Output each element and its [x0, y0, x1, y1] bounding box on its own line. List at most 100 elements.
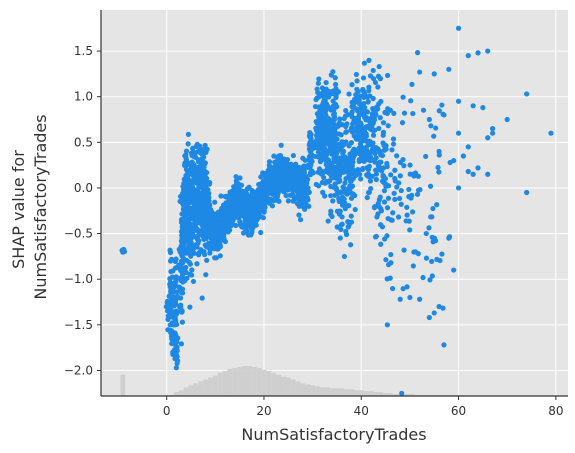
scatter-point [231, 199, 237, 206]
scatter-point [315, 80, 321, 86]
scatter-point [460, 153, 467, 159]
scatter-point [301, 163, 307, 169]
scatter-point [329, 166, 336, 172]
scatter-point [406, 186, 412, 193]
histogram-bar [222, 370, 228, 396]
scatter-point [198, 172, 204, 179]
scatter-point [377, 115, 383, 121]
scatter-point [426, 314, 432, 321]
scatter-point [172, 322, 178, 328]
scatter-point [377, 194, 383, 200]
scatter-point [333, 186, 340, 193]
scatter-point [485, 171, 491, 177]
histogram-layer [120, 366, 464, 396]
scatter-point [340, 184, 346, 190]
scatter-point [313, 125, 319, 131]
scatter-point [330, 112, 337, 118]
scatter-point [423, 255, 430, 261]
scatter-point [344, 190, 350, 196]
scatter-point [368, 157, 374, 163]
scatter-point [381, 199, 388, 205]
scatter-point [325, 218, 331, 224]
scatter-point [206, 190, 212, 196]
scatter-point [199, 164, 205, 170]
scatter-point [369, 173, 375, 179]
scatter-point [398, 201, 404, 207]
scatter-point [436, 108, 442, 114]
scatter-point [267, 198, 273, 204]
scatter-point [212, 199, 218, 205]
scatter-point [285, 198, 292, 204]
scatter-point [373, 155, 379, 161]
scatter-point [177, 284, 183, 291]
scatter-point [291, 186, 297, 192]
scatter-point [350, 154, 357, 160]
scatter-point [357, 146, 363, 152]
scatter-point [441, 342, 447, 348]
scatter-point [377, 150, 383, 156]
scatter-point [404, 204, 410, 210]
scatter-point [329, 161, 335, 167]
scatter-point [504, 116, 510, 123]
scatter-point [196, 212, 202, 218]
scatter-point [382, 236, 388, 242]
scatter-point [357, 171, 363, 177]
histogram-bar [237, 366, 243, 396]
scatter-point [435, 164, 441, 171]
scatter-point [355, 166, 361, 173]
scatter-point [380, 129, 387, 135]
scatter-point [399, 120, 406, 126]
scatter-point [349, 82, 355, 88]
scatter-point [172, 298, 179, 304]
scatter-point [431, 235, 438, 241]
scatter-point [179, 319, 185, 325]
scatter-point [350, 148, 356, 154]
scatter-point [337, 116, 343, 122]
scatter-point [233, 222, 239, 229]
histogram-bar [405, 394, 415, 396]
scatter-point [345, 224, 351, 230]
scatter-point [203, 236, 209, 242]
y-axis-label-line1: SHAP value for [9, 150, 28, 269]
histogram-bar [383, 393, 389, 396]
histogram-bar [373, 392, 379, 396]
scatter-point [224, 222, 230, 228]
scatter-point [524, 91, 530, 97]
scatter-point [381, 142, 388, 148]
scatter-point [388, 172, 394, 178]
scatter-point [183, 269, 189, 276]
scatter-point [173, 365, 179, 371]
scatter-point [361, 158, 367, 164]
histogram-bar [339, 388, 345, 396]
scatter-point [194, 261, 200, 267]
scatter-point [275, 191, 281, 198]
scatter-point [352, 192, 358, 199]
histogram-bar [193, 383, 199, 396]
scatter-point [316, 76, 322, 82]
y-tick-label: −1.0 [64, 272, 93, 286]
scatter-point [269, 178, 275, 184]
scatter-point [194, 236, 200, 242]
scatter-point [371, 205, 378, 211]
histogram-bar [246, 366, 252, 396]
scatter-point [298, 217, 304, 223]
scatter-point [200, 225, 207, 231]
scatter-point [274, 165, 280, 172]
scatter-point [334, 174, 340, 181]
scatter-point [410, 171, 417, 177]
scatter-point [218, 193, 224, 199]
scatter-point [173, 352, 180, 358]
histogram-bar [261, 369, 267, 396]
scatter-point [266, 159, 273, 165]
scatter-point [370, 67, 376, 74]
scatter-point [178, 309, 185, 315]
scatter-point [373, 112, 379, 118]
scatter-point [189, 233, 195, 239]
scatter-point [356, 97, 362, 104]
scatter-point [375, 211, 381, 217]
scatter-point [196, 197, 202, 203]
x-tick-labels: 0 20 40 60 80 [163, 404, 564, 418]
scatter-point [394, 153, 400, 159]
scatter-point [407, 294, 413, 301]
scatter-point [401, 110, 408, 116]
